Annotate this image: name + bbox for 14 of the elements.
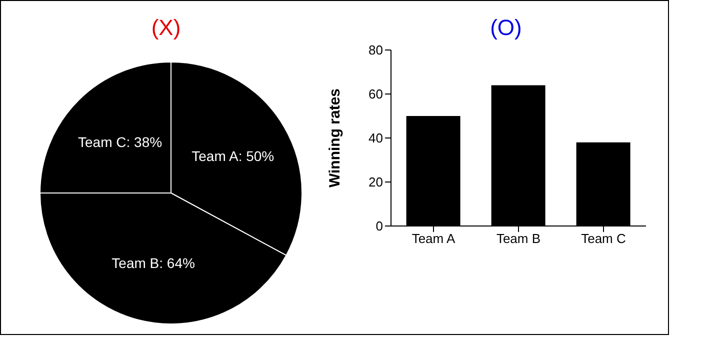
y-tick-label: 80 bbox=[368, 42, 383, 58]
x-tick-label: Team A bbox=[412, 231, 456, 246]
y-tick-label: 0 bbox=[376, 218, 383, 234]
y-tick-label: 60 bbox=[368, 86, 383, 102]
y-tick-label: 20 bbox=[368, 174, 383, 190]
chart-title: (X) bbox=[150, 15, 182, 41]
slice-label: Team C: 38% bbox=[78, 134, 162, 150]
slice-label: Team B: 64% bbox=[112, 254, 195, 271]
slice-label: Team A: 50% bbox=[192, 148, 274, 164]
chart-title: (O) bbox=[489, 15, 523, 41]
y-tick-label: 40 bbox=[368, 130, 383, 146]
x-tick-label: Team B bbox=[496, 231, 541, 246]
x-tick-label: Team C bbox=[581, 231, 626, 246]
y-axis-title: Winning rates bbox=[326, 88, 344, 188]
